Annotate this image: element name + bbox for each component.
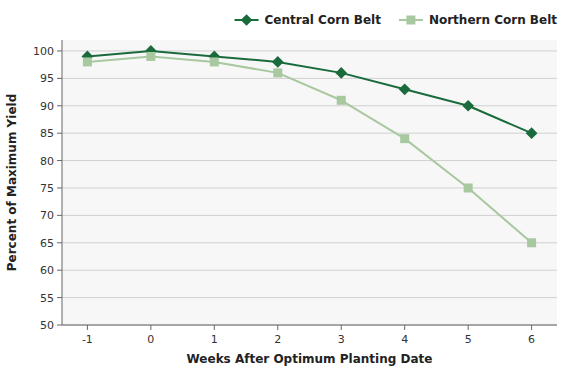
grid-line [62, 133, 557, 134]
grid-line [62, 105, 557, 106]
legend-entry: Central Corn Belt [235, 13, 382, 27]
x-tick [87, 325, 88, 330]
point [272, 56, 284, 68]
y-tick-label: 95 [40, 72, 54, 85]
point [526, 127, 538, 139]
grid-line [62, 160, 557, 161]
x-tick-label: 0 [147, 333, 154, 346]
point [210, 57, 219, 66]
x-tick [150, 325, 151, 330]
grid-line [62, 325, 557, 326]
y-tick [57, 242, 62, 243]
chart: 50 55 60 65 70 75 80 85 90 95 100 -1 0 1 2 3 4 5 6 Weeks Af… [0, 0, 575, 375]
point [335, 67, 347, 79]
x-tick-label: 5 [465, 333, 472, 346]
grid-line [62, 187, 557, 188]
legend-entry: Northern Corn Belt [399, 13, 557, 27]
x-tick-label: 4 [401, 333, 408, 346]
y-tick [57, 133, 62, 134]
y-tick [57, 187, 62, 188]
grid-line [62, 297, 557, 298]
legend-marker [241, 14, 253, 26]
x-tick-label: 2 [274, 333, 281, 346]
x-tick-label: -1 [82, 333, 93, 346]
y-axis-label: Percent of Maximum Yield [5, 94, 19, 271]
legend: Central Corn Belt Northern Corn Belt [235, 13, 558, 27]
y-tick-label: 90 [40, 100, 54, 113]
y-tick-label: 100 [33, 45, 54, 58]
y-tick-label: 65 [40, 237, 54, 250]
y-tick-label: 70 [40, 209, 54, 222]
legend-marker [406, 16, 415, 25]
x-tick-label: 6 [528, 333, 535, 346]
grid-line [62, 78, 557, 79]
y-axis: 50 55 60 65 70 75 80 85 90 95 100 [33, 45, 557, 332]
x-axis-label: Weeks After Optimum Planting Date [187, 352, 433, 366]
y-tick [57, 105, 62, 106]
y-tick [57, 78, 62, 79]
y-tick [57, 160, 62, 161]
x-tick [404, 325, 405, 330]
y-tick-label: 80 [40, 155, 54, 168]
legend-label: Central Corn Belt [265, 13, 382, 27]
x-axis-line [62, 325, 557, 326]
x-tick [341, 325, 342, 330]
x-tick [214, 325, 215, 330]
y-tick [57, 50, 62, 51]
x-tick [468, 325, 469, 330]
point [464, 183, 473, 192]
point [462, 100, 474, 112]
point [399, 83, 411, 95]
grid-line [62, 270, 557, 271]
y-tick-label: 50 [40, 319, 54, 332]
y-tick-label: 75 [40, 182, 54, 195]
y-tick-label: 55 [40, 292, 54, 305]
legend-label: Northern Corn Belt [429, 13, 557, 27]
x-tick [277, 325, 278, 330]
y-tick [57, 270, 62, 271]
y-axis-line [62, 40, 63, 325]
point [527, 238, 536, 247]
x-tick-label: 1 [211, 333, 218, 346]
y-tick [57, 215, 62, 216]
point [400, 134, 409, 143]
plot-background [62, 40, 557, 325]
y-tick [57, 325, 62, 326]
series-line [87, 56, 531, 242]
plot-area [82, 45, 538, 247]
point [146, 52, 155, 61]
y-tick-label: 85 [40, 127, 54, 140]
point [83, 57, 92, 66]
x-tick-label: 3 [338, 333, 345, 346]
y-tick [57, 297, 62, 298]
y-tick-label: 60 [40, 264, 54, 277]
point [273, 68, 282, 77]
x-tick [531, 325, 532, 330]
grid-line [62, 215, 557, 216]
x-axis: -1 0 1 2 3 4 5 6 [82, 325, 535, 346]
grid-line [62, 242, 557, 243]
series-line [87, 51, 531, 133]
point [337, 96, 346, 105]
